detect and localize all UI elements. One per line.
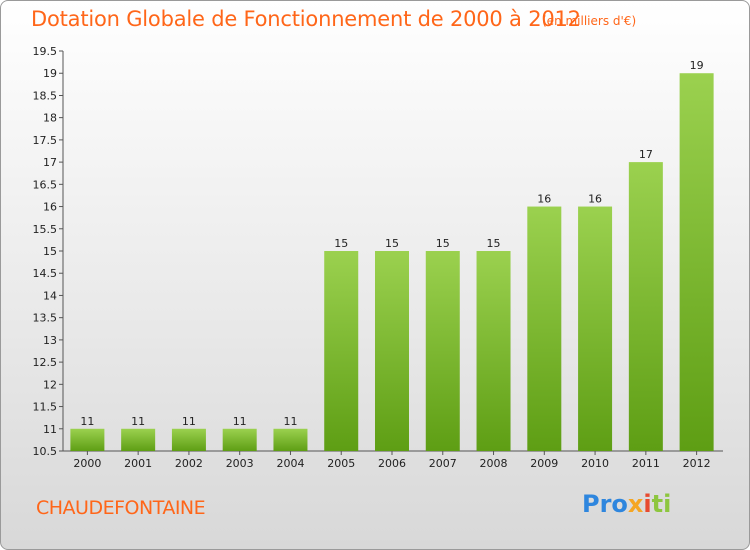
y-tick-label: 17 [43, 156, 57, 169]
bar [628, 162, 663, 451]
logo-part: ti [651, 490, 672, 518]
y-tick-label: 16.5 [33, 178, 58, 191]
chart-unit: (en milliers d'€) [542, 14, 637, 28]
chart-bars [70, 73, 714, 451]
y-tick-label: 10.5 [33, 445, 58, 458]
bar [121, 428, 156, 451]
bar-value-label: 11 [233, 415, 247, 428]
y-tick-label: 17.5 [33, 134, 58, 147]
y-tick-label: 12.5 [33, 356, 58, 369]
chart-labels: 11 11 11 11 11 15 15 15 15 16 16 17 19 [80, 59, 703, 428]
y-tick-label: 18.5 [33, 89, 58, 102]
bar-value-label: 11 [80, 415, 94, 428]
y-tick-label: 13 [43, 334, 57, 347]
bar [527, 206, 562, 451]
bar [476, 251, 511, 451]
bar-value-label: 11 [182, 415, 196, 428]
y-tick-label: 15 [43, 245, 57, 258]
y-tick-label: 11.5 [33, 401, 58, 414]
commune-name: CHAUDEFONTAINE [36, 497, 206, 519]
y-tick-label: 15.5 [33, 223, 58, 236]
x-tick-label: 2012 [683, 457, 711, 470]
bar [425, 251, 460, 451]
bar-value-label: 11 [131, 415, 145, 428]
bar-value-label: 15 [334, 237, 348, 250]
x-tick-label: 2004 [276, 457, 304, 470]
bar [578, 206, 613, 451]
bar [70, 428, 105, 451]
bar-value-label: 15 [385, 237, 399, 250]
y-tick-label: 12 [43, 378, 57, 391]
x-tick-label: 2006 [378, 457, 406, 470]
logo-part: i [643, 490, 652, 518]
bar-value-label: 17 [639, 148, 653, 161]
bar-value-label: 16 [537, 193, 551, 206]
x-tick-label: 2010 [581, 457, 609, 470]
x-tick-label: 2000 [73, 457, 101, 470]
x-tick-label: 2008 [480, 457, 508, 470]
y-tick-label: 18 [43, 112, 57, 125]
bar-value-label: 15 [436, 237, 450, 250]
proxiti-logo[interactable]: Proxiti [582, 490, 671, 518]
logo-part: Pro [582, 490, 628, 518]
bar-value-label: 11 [283, 415, 297, 428]
bar [171, 428, 206, 451]
x-tick-label: 2005 [327, 457, 355, 470]
y-tick-label: 14 [43, 289, 57, 302]
bar-value-label: 19 [690, 59, 704, 72]
x-tick-label: 2003 [226, 457, 254, 470]
x-tick-label: 2002 [175, 457, 203, 470]
bar [273, 428, 308, 451]
y-tick-label: 11 [43, 423, 57, 436]
bar [222, 428, 257, 451]
x-tick-label: 2001 [124, 457, 152, 470]
x-tick-label: 2011 [632, 457, 660, 470]
y-tick-label: 19 [43, 67, 57, 80]
chart-title: Dotation Globale de Fonctionnement de 20… [31, 7, 581, 31]
y-tick-label: 14.5 [33, 267, 58, 280]
bar-value-label: 16 [588, 193, 602, 206]
x-tick-label: 2007 [429, 457, 457, 470]
bar [679, 73, 714, 451]
x-tick-label: 2009 [530, 457, 558, 470]
bar [375, 251, 409, 451]
chart-axes: 10.5 11 11.5 12 12.5 13 13.5 14 14.5 15 15.5 16 16.5… [33, 45, 723, 470]
y-tick-label: 13.5 [33, 312, 58, 325]
y-tick-label: 19.5 [33, 45, 58, 58]
logo-part: x [627, 490, 644, 518]
bar-value-label: 15 [487, 237, 501, 250]
bar [324, 251, 359, 451]
y-tick-label: 16 [43, 201, 57, 214]
